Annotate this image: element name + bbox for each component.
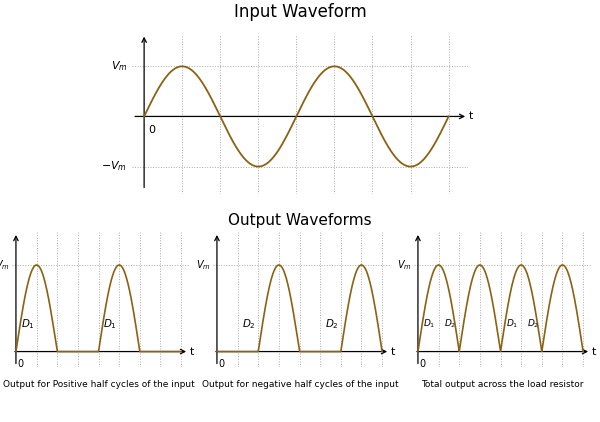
Text: t: t xyxy=(469,111,473,122)
Text: $D_2$: $D_2$ xyxy=(527,318,539,330)
Text: Total output across the load resistor: Total output across the load resistor xyxy=(422,380,584,389)
Text: t: t xyxy=(592,346,596,357)
Text: t: t xyxy=(190,346,194,357)
Text: $D_1$: $D_1$ xyxy=(103,317,117,331)
Text: $V_m$: $V_m$ xyxy=(196,258,211,272)
Text: $V_m$: $V_m$ xyxy=(0,258,10,272)
Text: Output Waveforms: Output Waveforms xyxy=(228,213,372,228)
Text: $D_1$: $D_1$ xyxy=(20,317,34,331)
Text: 0: 0 xyxy=(17,360,23,369)
Text: 0: 0 xyxy=(419,360,425,369)
Text: $D_1$: $D_1$ xyxy=(506,318,518,330)
Text: $V_m$: $V_m$ xyxy=(110,60,127,73)
Text: $D_2$: $D_2$ xyxy=(444,318,457,330)
Text: $V_m$: $V_m$ xyxy=(397,258,412,272)
Text: $D_1$: $D_1$ xyxy=(423,318,436,330)
Text: $D_2$: $D_2$ xyxy=(242,317,256,331)
Text: 0: 0 xyxy=(148,125,155,135)
Text: Output for negative half cycles of the input: Output for negative half cycles of the i… xyxy=(202,380,398,389)
Text: 0: 0 xyxy=(218,360,224,369)
Text: Input Waveform: Input Waveform xyxy=(233,3,367,21)
Text: $D_2$: $D_2$ xyxy=(325,317,338,331)
Text: t: t xyxy=(391,346,395,357)
Text: Output for Positive half cycles of the input: Output for Positive half cycles of the i… xyxy=(3,380,195,389)
Text: $-V_m$: $-V_m$ xyxy=(101,160,127,173)
